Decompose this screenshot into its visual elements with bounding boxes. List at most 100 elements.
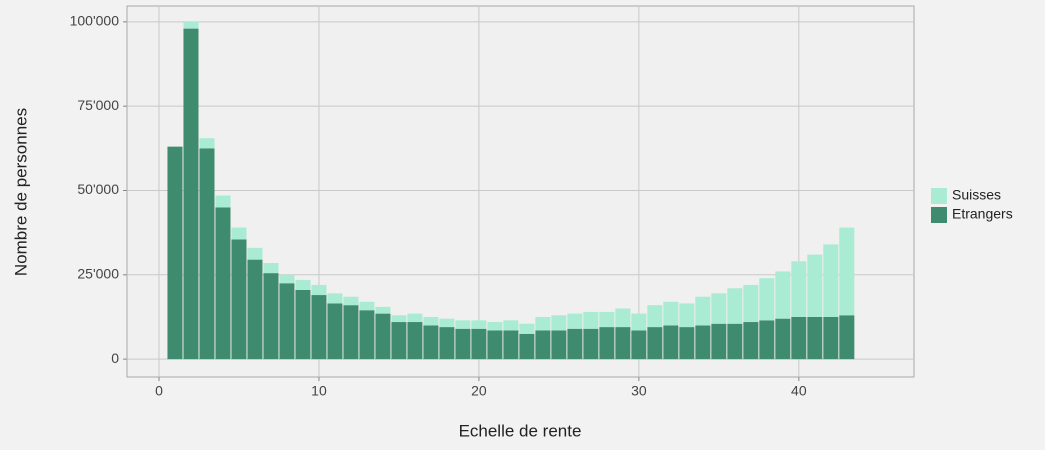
bar (807, 316, 823, 360)
bar (311, 295, 327, 360)
bar (759, 320, 775, 360)
bar (535, 316, 551, 331)
bar (695, 325, 711, 360)
bar (567, 313, 583, 329)
bar (647, 327, 663, 360)
bar (199, 148, 215, 360)
bar (839, 315, 855, 360)
bar (455, 328, 471, 360)
bar (695, 296, 711, 326)
bar (183, 28, 199, 360)
bar (439, 318, 455, 328)
bar (295, 289, 311, 360)
bar (519, 323, 535, 334)
bar (295, 279, 311, 290)
bar (439, 327, 455, 360)
bar (823, 244, 839, 317)
bar (503, 320, 519, 331)
bar (551, 315, 567, 331)
y-axis-title: Nombre de personnes (11, 108, 30, 276)
x-tick-label: 40 (791, 383, 807, 399)
bar (279, 283, 295, 360)
bar (327, 293, 343, 304)
legend-label: Etrangers (952, 206, 1013, 222)
bar (327, 303, 343, 360)
bar (391, 315, 407, 323)
bar (247, 247, 263, 260)
bar (471, 328, 487, 360)
bar (791, 316, 807, 360)
bar (567, 328, 583, 360)
bar (775, 271, 791, 319)
bar (231, 239, 247, 360)
bar (663, 325, 679, 360)
bar (599, 327, 615, 360)
bar (423, 325, 439, 360)
bar (743, 322, 759, 360)
bar (503, 330, 519, 360)
bar (631, 313, 647, 331)
bar (471, 320, 487, 329)
bar (375, 313, 391, 360)
bar (727, 323, 743, 360)
y-tick-label: 50'000 (77, 181, 119, 197)
bar (647, 305, 663, 328)
bar (551, 330, 567, 360)
bar (215, 207, 231, 360)
x-tick-label: 10 (311, 383, 327, 399)
bar (231, 227, 247, 240)
bar (759, 278, 775, 321)
y-tick-label: 100'000 (70, 13, 120, 29)
bar (199, 138, 215, 149)
bar (663, 301, 679, 326)
bar (343, 305, 359, 360)
x-axis-title: Echelle de rente (459, 421, 582, 440)
bar (775, 318, 791, 360)
bar (359, 310, 375, 360)
bar (839, 227, 855, 316)
x-tick-label: 0 (155, 383, 163, 399)
bar (359, 301, 375, 311)
bar (407, 322, 423, 360)
bar (583, 311, 599, 329)
bar (391, 322, 407, 360)
bar (727, 288, 743, 324)
bar (263, 263, 279, 274)
x-tick-label: 20 (471, 383, 487, 399)
bar (423, 316, 439, 326)
bar (535, 330, 551, 360)
legend-label: Suisses (952, 187, 1001, 203)
y-tick-label: 25'000 (77, 266, 119, 282)
bar (215, 195, 231, 208)
bar (487, 330, 503, 360)
bar (711, 323, 727, 360)
bar (679, 303, 695, 328)
bar (519, 333, 535, 360)
legend-swatch (931, 207, 947, 223)
x-tick-label: 30 (631, 383, 647, 399)
legend-swatch (931, 188, 947, 204)
bar (711, 293, 727, 324)
bar (487, 322, 503, 331)
bar (311, 284, 327, 296)
bar (583, 328, 599, 360)
bar (791, 261, 807, 317)
bar (407, 313, 423, 323)
y-tick-label: 0 (111, 350, 119, 366)
bar (183, 21, 199, 29)
bar (167, 146, 183, 360)
bar (247, 259, 263, 360)
bar (263, 273, 279, 360)
bar (823, 316, 839, 360)
bar (631, 330, 647, 360)
bar (343, 296, 359, 306)
bar (807, 254, 823, 317)
bar (599, 311, 615, 328)
bar (615, 327, 631, 360)
y-tick-label: 75'000 (77, 97, 119, 113)
bar (455, 320, 471, 329)
bar (679, 327, 695, 360)
bar (375, 306, 391, 314)
bar (279, 274, 295, 284)
